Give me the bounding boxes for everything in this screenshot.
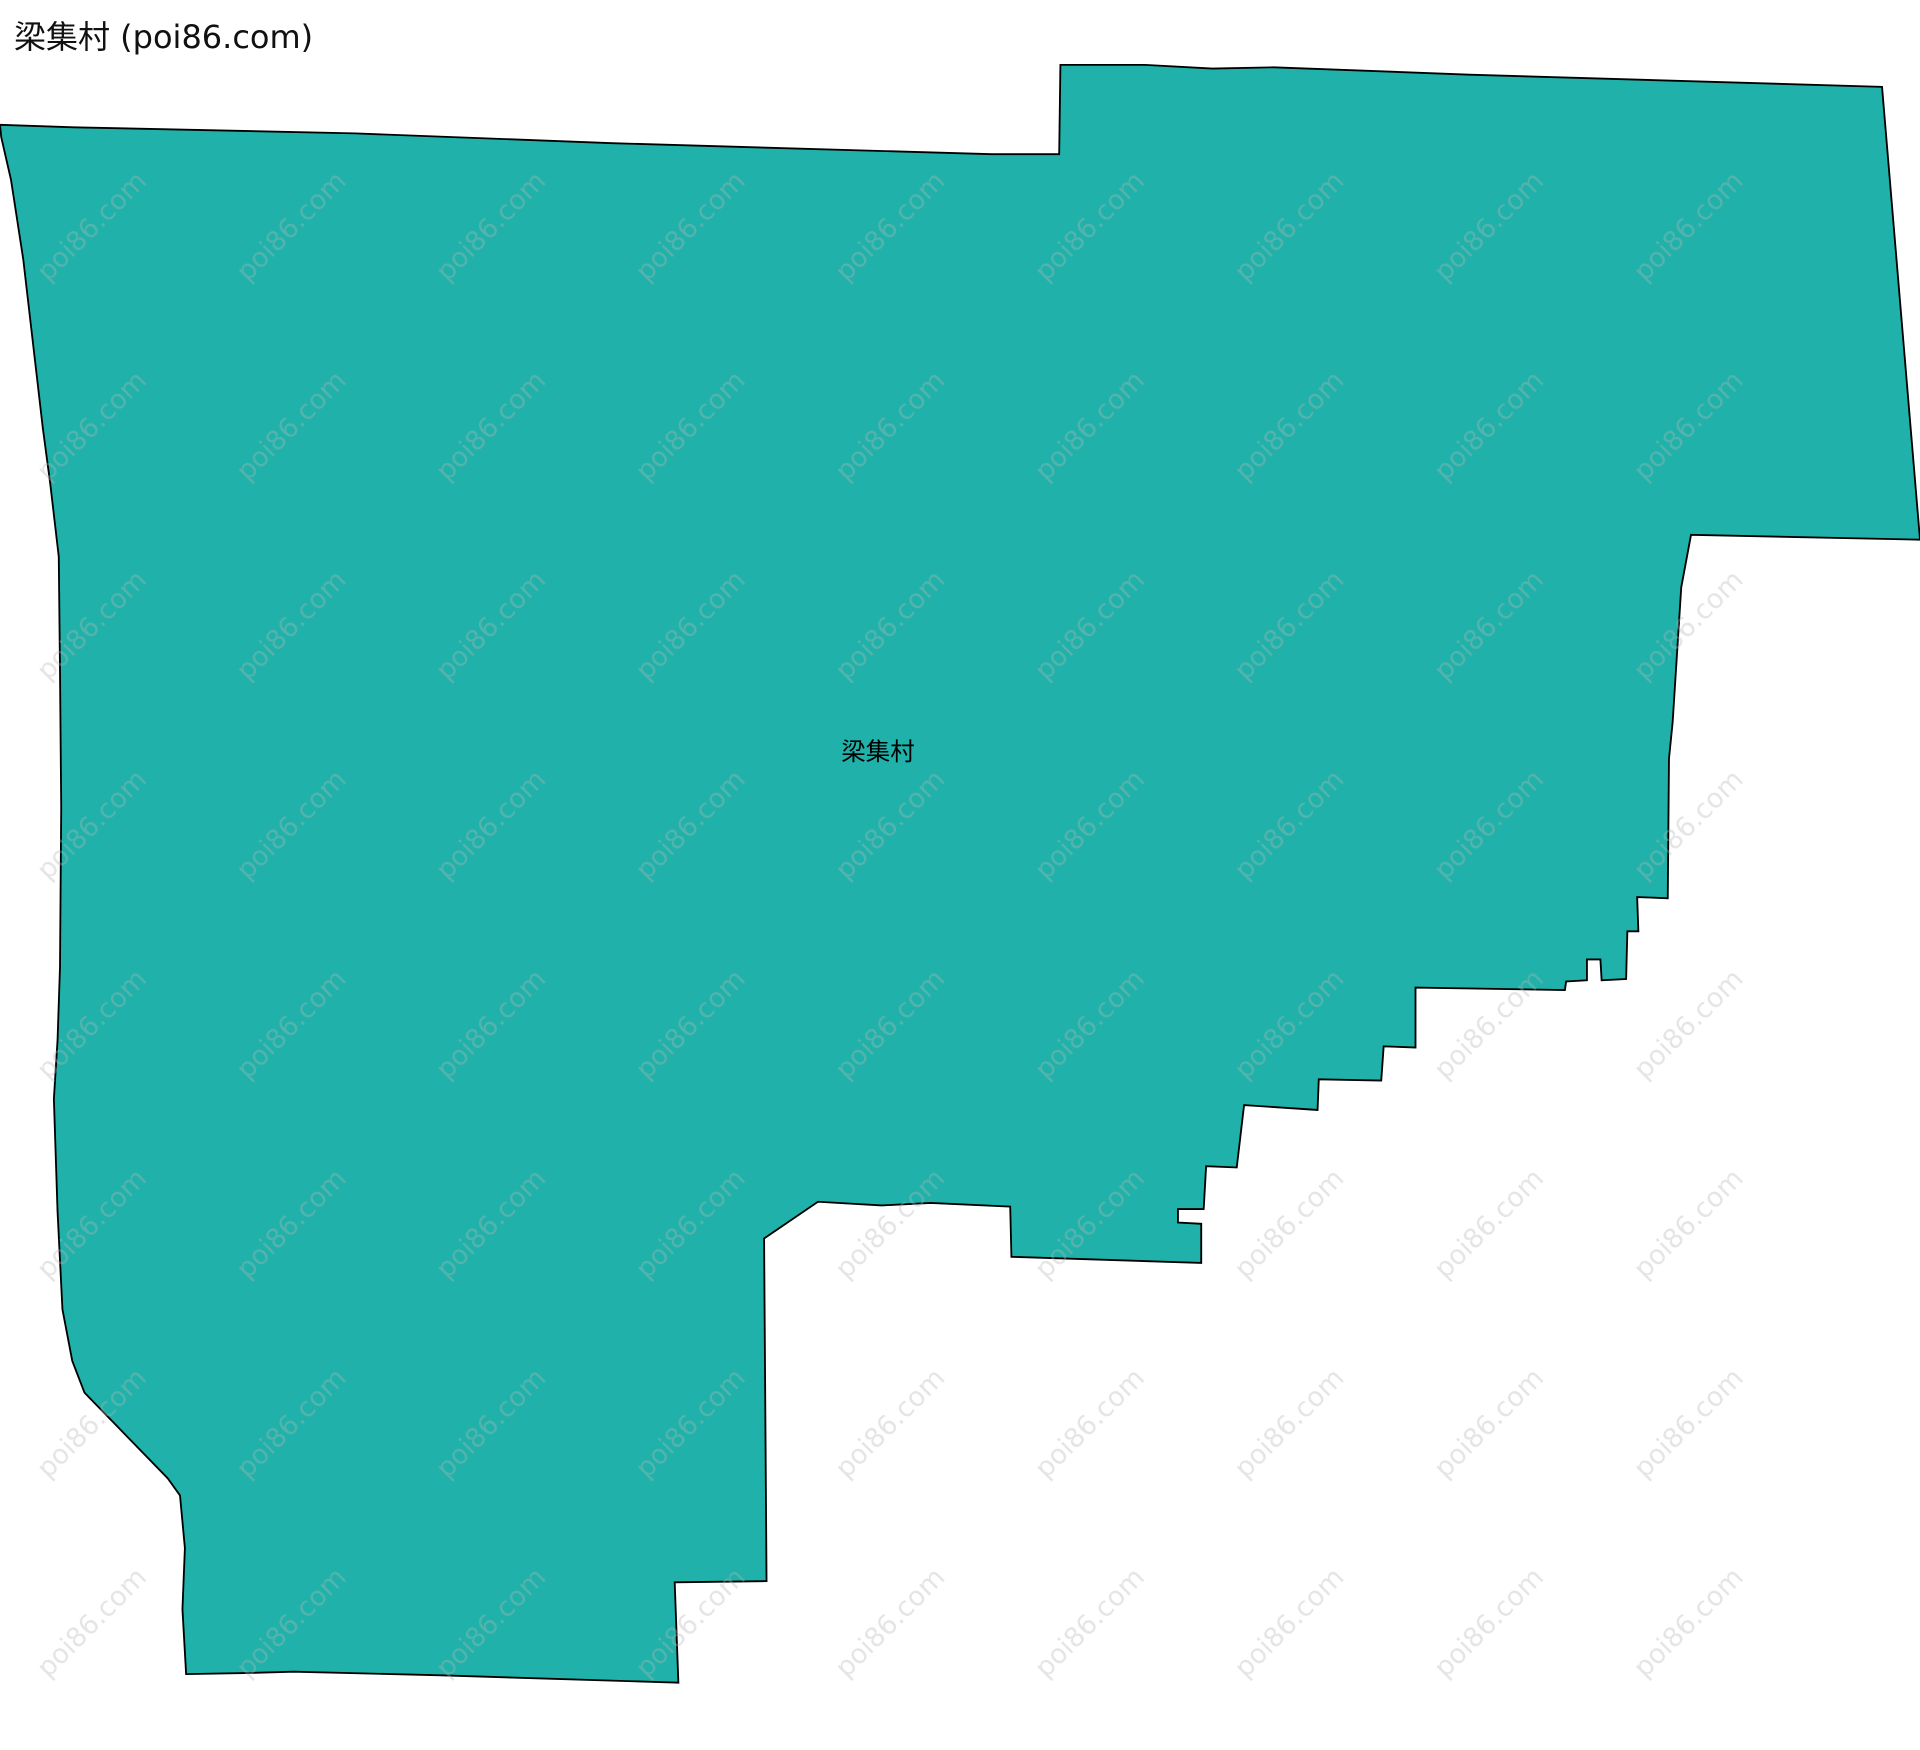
watermark-text: poi86.com bbox=[1229, 1362, 1351, 1484]
watermark-text: poi86.com bbox=[1428, 1163, 1550, 1285]
watermark-text: poi86.com bbox=[1229, 1163, 1351, 1285]
watermark-text: poi86.com bbox=[829, 1562, 951, 1684]
region-label: 梁集村 bbox=[841, 737, 914, 766]
watermark-text: poi86.com bbox=[1628, 1562, 1750, 1684]
watermark-text: poi86.com bbox=[1628, 1163, 1750, 1285]
watermark-text: poi86.com bbox=[829, 1362, 951, 1484]
watermark-text: poi86.com bbox=[1628, 1362, 1750, 1484]
watermark-text: poi86.com bbox=[1029, 1562, 1151, 1684]
watermark-text: poi86.com bbox=[31, 1562, 153, 1684]
watermark-text: poi86.com bbox=[1428, 1362, 1550, 1484]
watermark-text: poi86.com bbox=[1229, 1562, 1351, 1684]
watermark-text: poi86.com bbox=[1628, 963, 1750, 1085]
watermark-text: poi86.com bbox=[1428, 1562, 1550, 1684]
watermark-text: poi86.com bbox=[1029, 1362, 1151, 1484]
map-title: 梁集村 (poi86.com) bbox=[14, 18, 314, 56]
village-boundary[interactable] bbox=[0, 63, 1920, 1684]
